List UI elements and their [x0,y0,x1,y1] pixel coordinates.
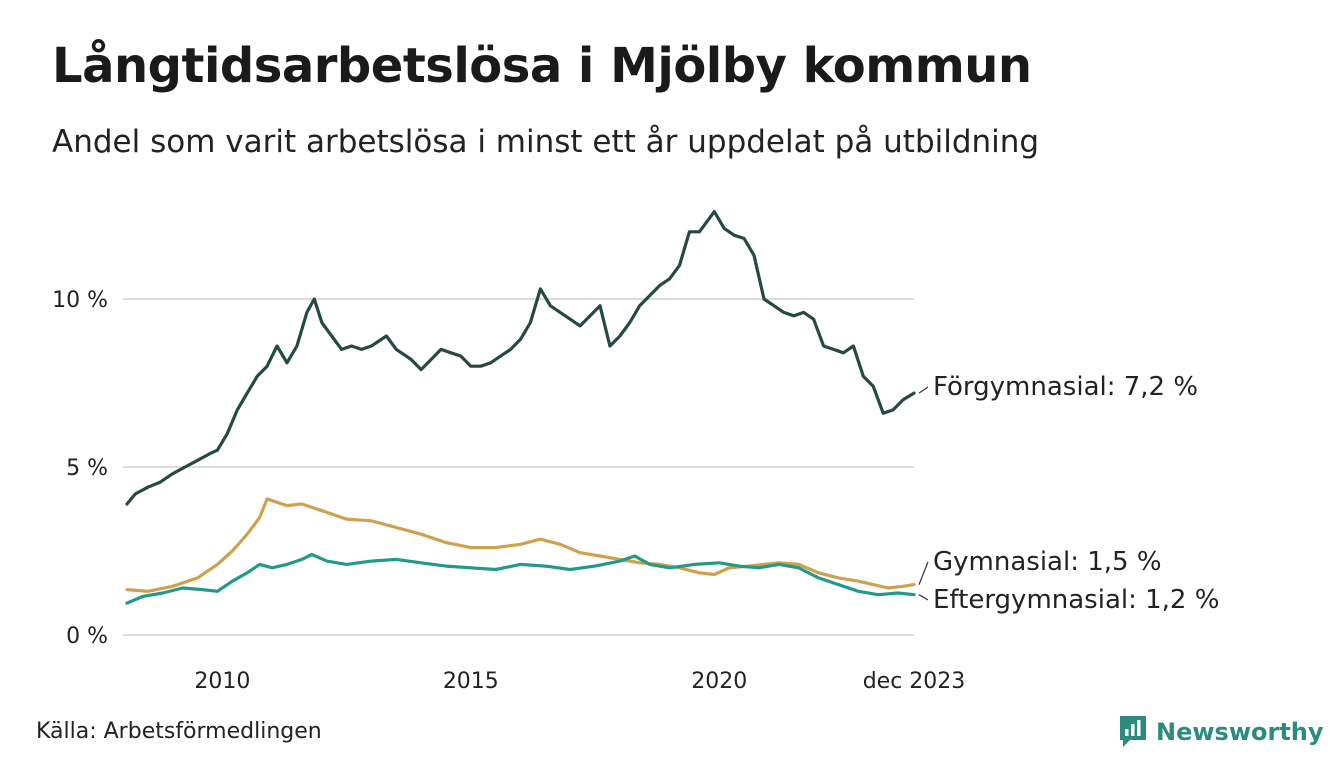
label-leader-line [918,561,929,585]
series-end-label-forgymnasial: Förgymnasial: 7,2 % [933,372,1198,402]
x-axis-ticks: 2010 2015 2020 dec 2023 [194,669,965,694]
y-tick-label: 0 % [66,624,108,649]
chart-title: Långtidsarbetslösa i Mjölby kommun [52,38,1032,94]
series-end-label-gymnasial: Gymnasial: 1,5 % [933,547,1162,577]
chart-subtitle: Andel som varit arbetslösa i minst ett å… [52,124,1040,160]
series-end-labels: Förgymnasial: 7,2 % Gymnasial: 1,5 % Efter… [918,372,1219,615]
brand-logo[interactable]: Newsworthy [1118,714,1324,750]
series-end-label-eftergymnasial: Eftergymnasial: 1,2 % [933,585,1219,615]
x-tick-label: 2015 [443,669,499,694]
newsworthy-logo-icon [1120,716,1146,747]
label-leader-line [918,386,929,394]
brand-name: Newsworthy [1156,718,1324,746]
gridlines [123,298,914,636]
y-tick-label: 5 % [66,456,108,481]
source-note: Källa: Arbetsförmedlingen [36,719,322,744]
y-axis-ticks: 0 % 5 % 10 % [52,288,108,649]
series-lines [125,210,916,605]
label-leader-line [918,594,929,601]
x-tick-label: 2020 [691,669,747,694]
series-line-forgymnasial [125,210,916,506]
series-line-gymnasial [125,497,916,593]
y-tick-label: 10 % [52,288,108,313]
series-line-eftergymnasial [125,552,916,605]
x-tick-label: dec 2023 [863,669,966,694]
x-tick-label: 2010 [194,669,250,694]
line-chart: 0 % 5 % 10 % 2010 2015 2020 dec 2023 Förgymna… [52,210,1219,694]
